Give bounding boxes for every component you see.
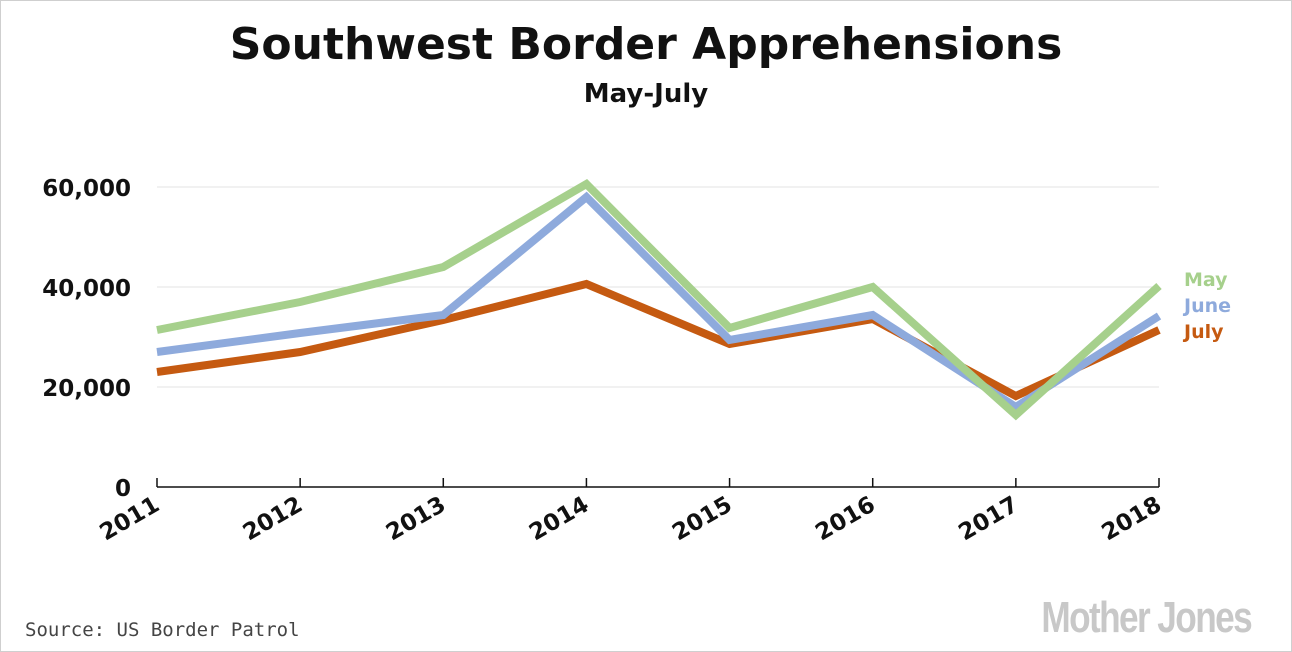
chart-title: Southwest Border Apprehensions [229,19,1063,70]
x-tick-label: 2013 [382,492,450,547]
x-tick-label: 2014 [525,492,593,547]
series-line-may [156,178,1162,421]
y-tick-label: 20,000 [42,376,131,402]
legend-june: June [1182,295,1231,317]
x-tick-label: 2012 [239,492,307,547]
legend-july: July [1182,321,1224,343]
legend-may: May [1184,269,1228,291]
x-tick-label: 2015 [668,492,736,547]
y-tick-label: 40,000 [42,276,131,302]
mother-jones-logo: Mother Jones [1041,593,1252,642]
series-line-july [156,279,1161,401]
x-tick-label: 2016 [811,492,879,547]
source-note: Source: US Border Patrol [25,619,300,641]
x-tick-label: 2017 [954,492,1022,547]
y-tick-label: 60,000 [42,176,131,202]
x-tick-label: 2018 [1098,492,1166,547]
y-tick-label: 0 [115,476,131,502]
chart-subtitle: May-July [583,79,709,109]
